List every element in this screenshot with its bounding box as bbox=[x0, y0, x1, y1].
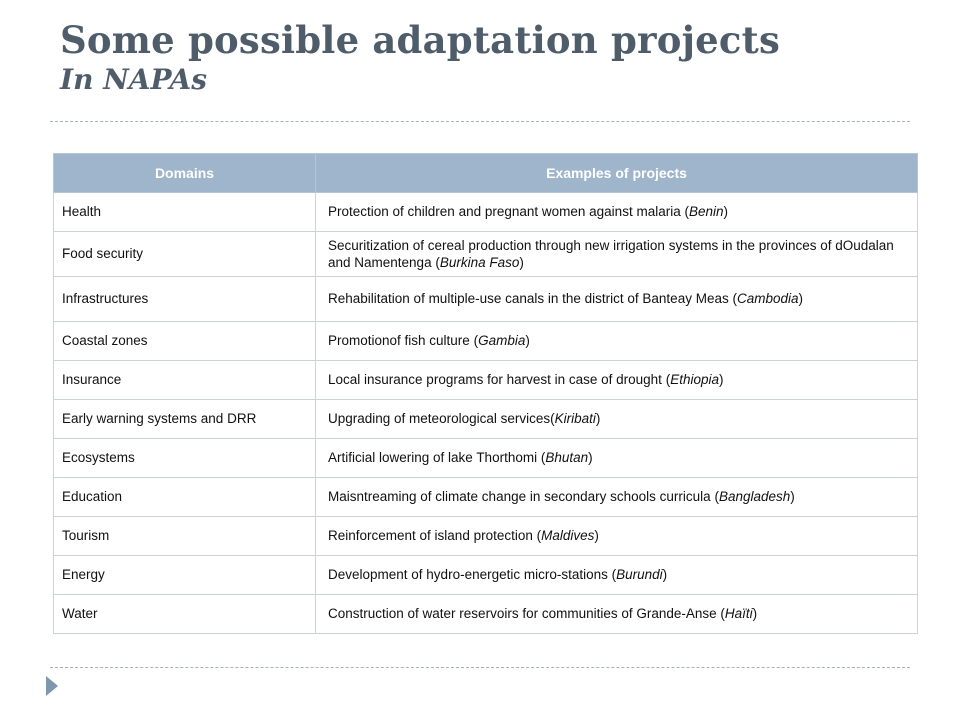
example-text: Construction of water reservoirs for com… bbox=[328, 606, 717, 622]
country-text: Benin bbox=[688, 204, 724, 220]
country-text: Haïti bbox=[724, 606, 753, 622]
example-cell: Protection of children and pregnant wome… bbox=[315, 192, 918, 232]
table-row: Energy Development of hydro-energetic mi… bbox=[53, 555, 918, 595]
table-row: Tourism Reinforcement of island protecti… bbox=[53, 516, 918, 556]
domain-cell: Health bbox=[53, 192, 316, 232]
header-domains: Domains bbox=[53, 153, 316, 193]
domain-cell: Food security bbox=[53, 231, 316, 277]
table-row: Health Protection of children and pregna… bbox=[53, 192, 918, 232]
example-text: Rehabilitation of multiple-use canals in… bbox=[328, 291, 729, 307]
example-text: Securitization of cereal production thro… bbox=[328, 237, 894, 270]
example-cell: Construction of water reservoirs for com… bbox=[315, 594, 918, 634]
table-row: Food security Securitization of cereal p… bbox=[53, 231, 918, 277]
example-text: Reinforcement of island protection bbox=[328, 528, 533, 544]
slide-title-subtitle: In NAPAs bbox=[60, 63, 208, 96]
domain-cell: Tourism bbox=[53, 516, 316, 556]
header-examples: Examples of projects bbox=[315, 153, 918, 193]
example-cell: Artificial lowering of lake Thorthomi (B… bbox=[315, 438, 918, 478]
example-cell: Promotionof fish culture (Gambia) bbox=[315, 321, 918, 361]
example-cell: Securitization of cereal production thro… bbox=[315, 231, 918, 277]
country-text: Kiribati bbox=[554, 411, 596, 427]
country-text: Maldives bbox=[541, 528, 595, 544]
table-row: Early warning systems and DRR Upgrading … bbox=[53, 399, 918, 439]
example-cell: Upgrading of meteorological services(Kir… bbox=[315, 399, 918, 439]
country-text: Bangladesh bbox=[718, 489, 791, 505]
domain-cell: Infrastructures bbox=[53, 276, 316, 322]
example-cell: Rehabilitation of multiple-use canals in… bbox=[315, 276, 918, 322]
domain-cell: Water bbox=[53, 594, 316, 634]
example-text: Development of hydro-energetic micro-sta… bbox=[328, 567, 608, 583]
projects-table-container: Domains Examples of projects Health Prot… bbox=[53, 153, 918, 634]
domain-cell: Early warning systems and DRR bbox=[53, 399, 316, 439]
example-text: Promotionof fish culture bbox=[328, 333, 470, 349]
bottom-divider bbox=[50, 667, 910, 668]
domain-cell: Education bbox=[53, 477, 316, 517]
top-divider bbox=[50, 121, 910, 122]
example-text: Artificial lowering of lake Thorthomi bbox=[328, 450, 538, 466]
table-row: Ecosystems Artificial lowering of lake T… bbox=[53, 438, 918, 478]
table-row: Coastal zones Promotionof fish culture (… bbox=[53, 321, 918, 361]
domain-cell: Energy bbox=[53, 555, 316, 595]
country-text: Bhutan bbox=[545, 450, 589, 466]
example-cell: Local insurance programs for harvest in … bbox=[315, 360, 918, 400]
domain-cell: Coastal zones bbox=[53, 321, 316, 361]
slide-title: Some possible adaptation projects In NAP… bbox=[60, 22, 780, 94]
example-cell: Reinforcement of island protection (Mald… bbox=[315, 516, 918, 556]
table-row: Education Maisntreaming of climate chang… bbox=[53, 477, 918, 517]
projects-table: Domains Examples of projects Health Prot… bbox=[53, 153, 918, 634]
domain-cell: Insurance bbox=[53, 360, 316, 400]
triangle-bullet-icon bbox=[46, 676, 58, 696]
table-header-row: Domains Examples of projects bbox=[53, 153, 918, 193]
domain-cell: Ecosystems bbox=[53, 438, 316, 478]
country-text: Burundi bbox=[616, 567, 663, 583]
country-text: Ethiopia bbox=[670, 372, 719, 388]
table-row: Infrastructures Rehabilitation of multip… bbox=[53, 276, 918, 322]
country-text: Cambodia bbox=[736, 291, 799, 307]
example-cell: Maisntreaming of climate change in secon… bbox=[315, 477, 918, 517]
table-body: Health Protection of children and pregna… bbox=[53, 192, 918, 634]
example-text: Maisntreaming of climate change in secon… bbox=[328, 489, 711, 505]
country-text: Burkina Faso bbox=[439, 255, 520, 270]
country-text: Gambia bbox=[478, 333, 526, 349]
example-text: Upgrading of meteorological services bbox=[328, 411, 551, 427]
table-row: Insurance Local insurance programs for h… bbox=[53, 360, 918, 400]
slide-title-main: Some possible adaptation projects bbox=[60, 18, 780, 62]
example-cell: Development of hydro-energetic micro-sta… bbox=[315, 555, 918, 595]
example-text: Protection of children and pregnant wome… bbox=[328, 204, 681, 220]
table-row: Water Construction of water reservoirs f… bbox=[53, 594, 918, 634]
example-text: Local insurance programs for harvest in … bbox=[328, 372, 662, 388]
